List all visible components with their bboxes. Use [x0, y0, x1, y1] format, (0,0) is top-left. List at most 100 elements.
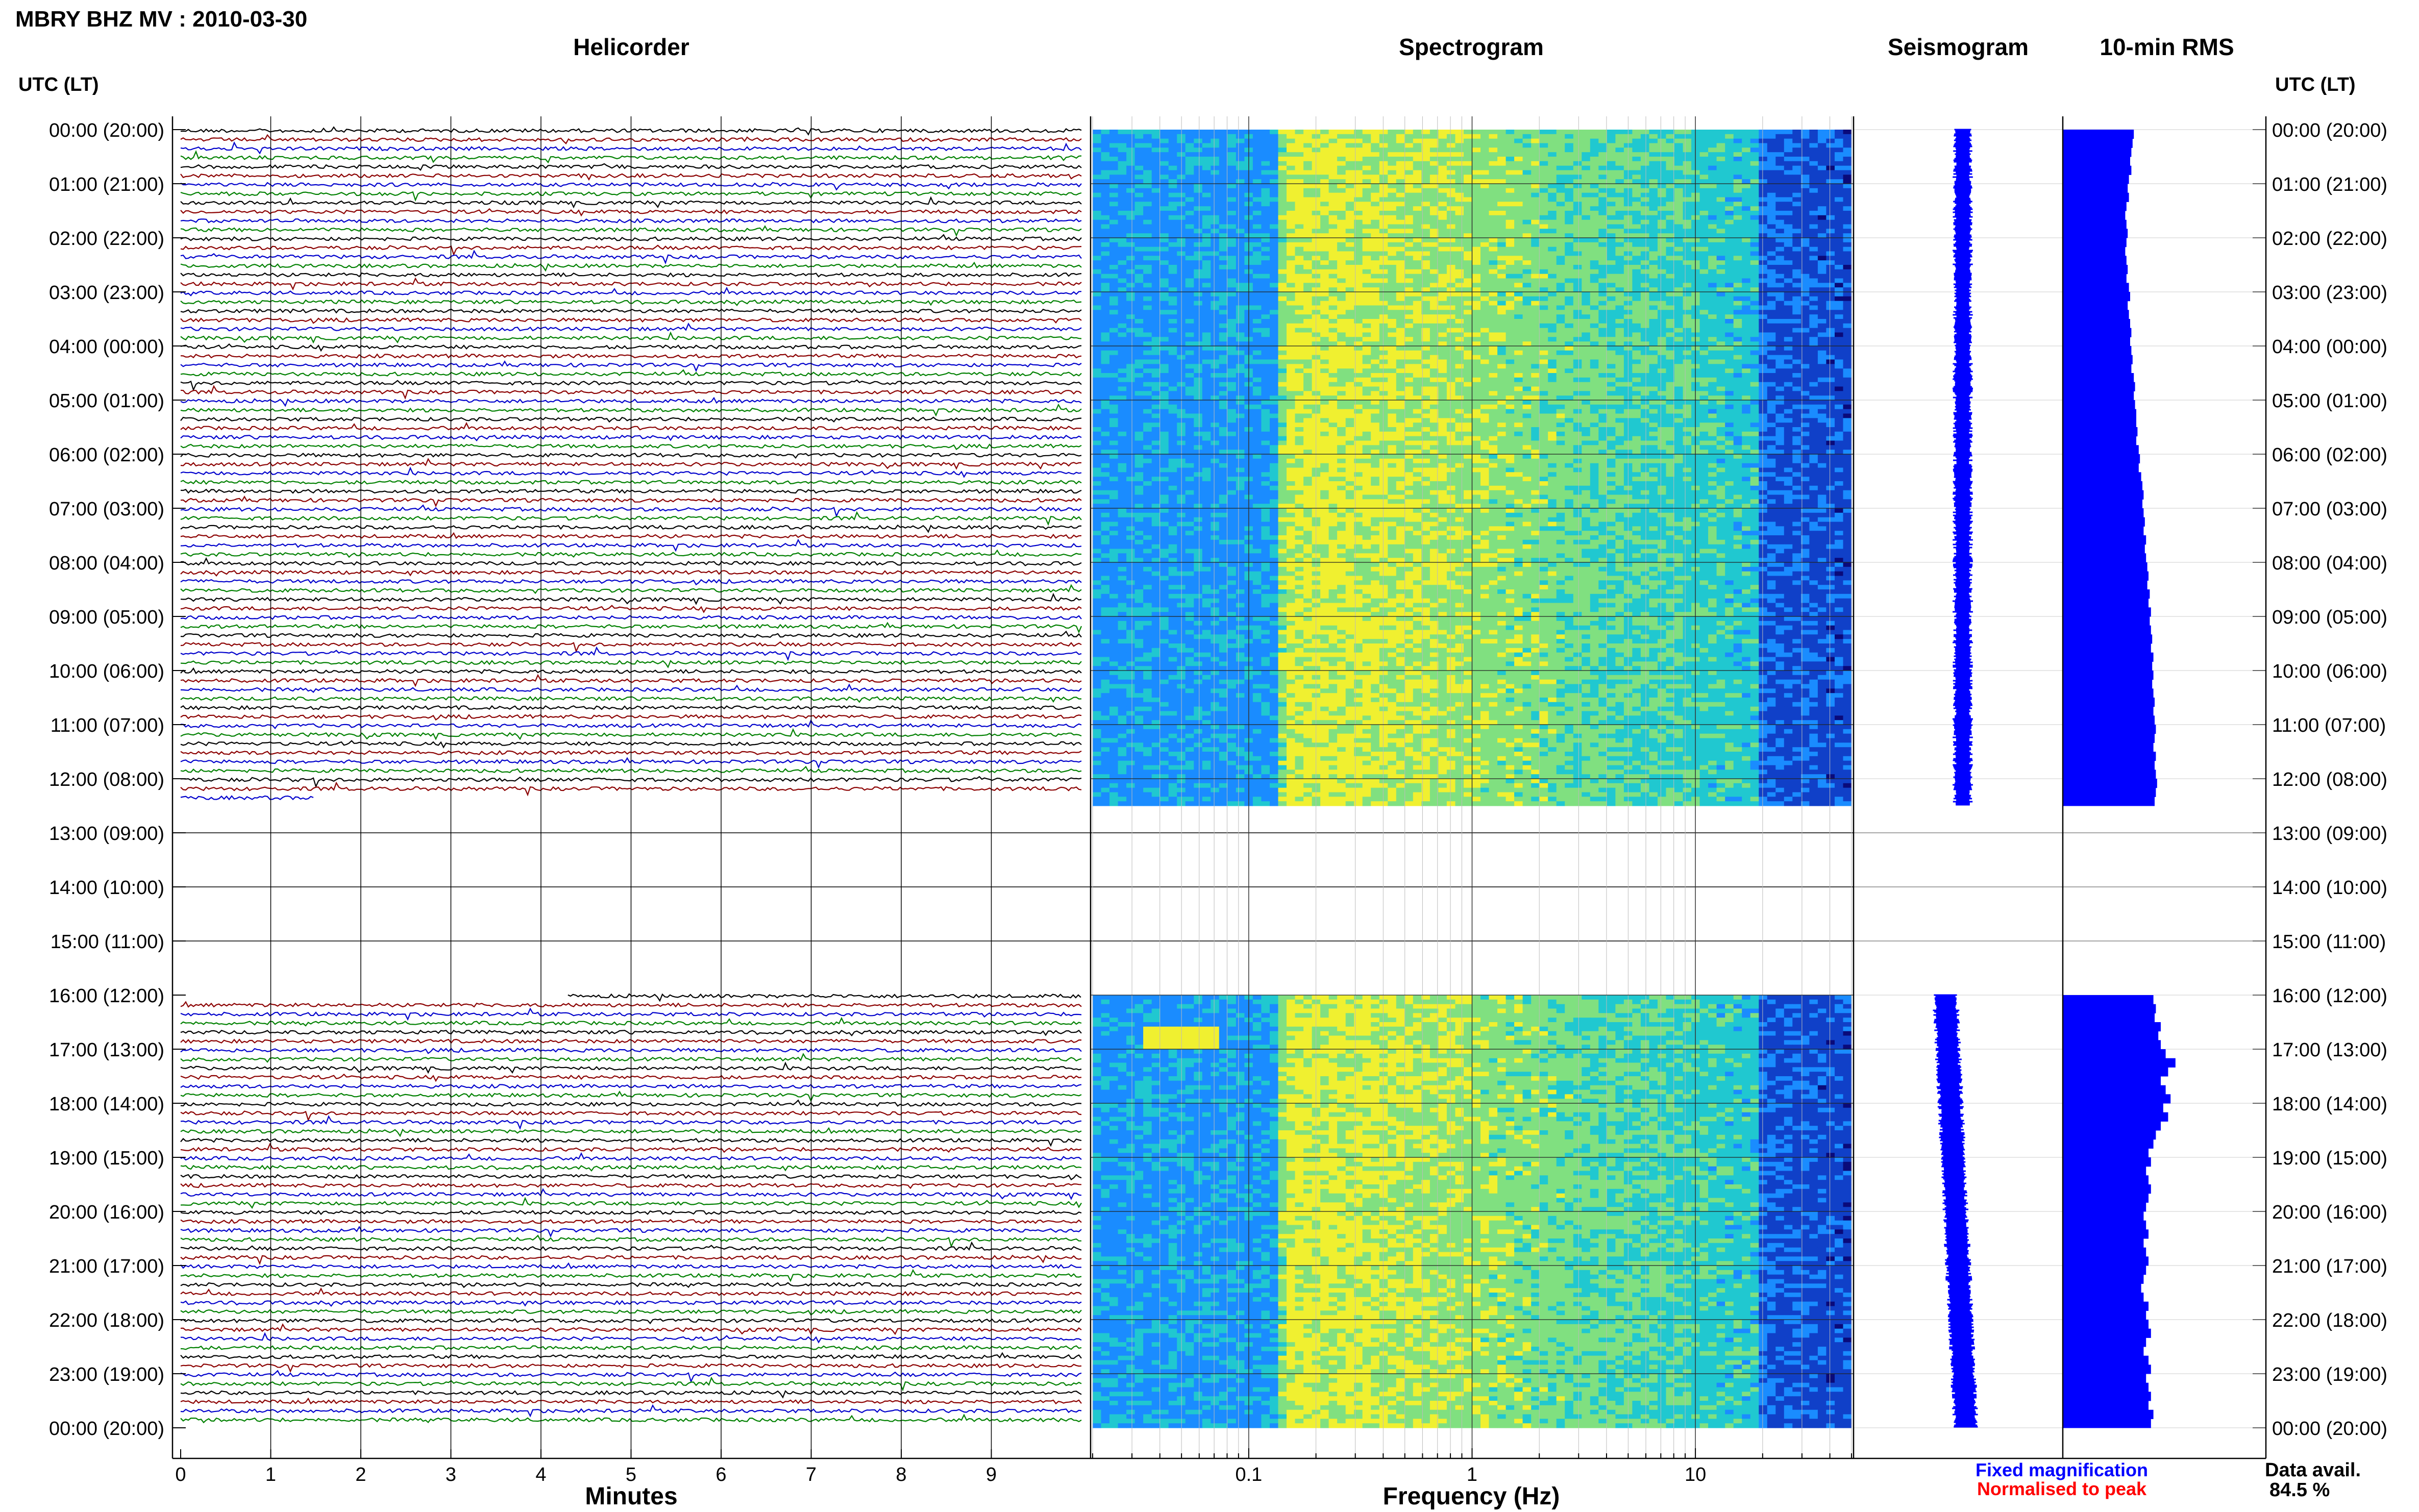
spectrogram-cell — [1539, 170, 1548, 175]
spectrogram-cell — [1742, 274, 1751, 279]
spectrogram-cell — [1118, 287, 1127, 292]
spectrogram-cell — [1328, 188, 1338, 193]
spectrogram-cell — [1236, 165, 1245, 171]
spectrogram-cell — [1615, 350, 1624, 356]
spectrogram-cell — [1531, 134, 1540, 139]
spectrogram-cell — [1194, 301, 1203, 306]
spectrogram-cell — [1716, 283, 1725, 288]
spectrogram-cell — [1345, 283, 1354, 288]
spectrogram-cell — [1674, 301, 1684, 306]
spectrogram-cell — [1388, 152, 1397, 157]
spectrogram-cell — [1404, 238, 1414, 243]
spectrogram-cell — [1607, 170, 1616, 175]
spectrogram-cell — [1565, 265, 1574, 270]
spectrogram-cell — [1219, 328, 1228, 333]
spectrogram-cell — [1185, 314, 1194, 319]
spectrogram-cell — [1607, 269, 1616, 275]
spectrogram-cell — [1674, 147, 1684, 153]
spectrogram-cell — [1843, 152, 1852, 157]
spectrogram-cell — [1792, 278, 1801, 283]
spectrogram-cell — [1590, 287, 1599, 292]
spectrogram-cell — [1320, 323, 1329, 329]
spectrogram-cell — [1455, 143, 1464, 148]
spectrogram-cell — [1750, 242, 1759, 247]
spectrogram-cell — [1708, 206, 1717, 211]
spectrogram-cell — [1598, 175, 1608, 180]
spectrogram-cell — [1750, 219, 1759, 225]
spectrogram-cell — [1607, 265, 1616, 270]
spectrogram-cell — [1118, 238, 1127, 243]
spectrogram-cell — [1548, 319, 1557, 324]
spectrogram-cell — [1421, 260, 1430, 265]
spectrogram-cell — [1270, 350, 1279, 356]
spectrogram-cell — [1522, 197, 1532, 202]
spectrogram-cell — [1843, 337, 1852, 342]
spectrogram-cell — [1379, 359, 1388, 364]
spectrogram-cell — [1514, 355, 1523, 360]
spectrogram-cell — [1345, 192, 1354, 198]
spectrogram-cell — [1640, 242, 1649, 247]
spectrogram-cell — [1126, 337, 1136, 342]
spectrogram-cell — [1261, 346, 1270, 351]
spectrogram-cell — [1328, 359, 1338, 364]
spectrogram-cell — [1320, 350, 1329, 356]
spectrogram-cell — [1683, 188, 1692, 193]
spectrogram-cell — [1649, 341, 1658, 346]
spectrogram-cell — [1674, 355, 1684, 360]
spectrogram-cell — [1573, 219, 1582, 225]
spectrogram-cell — [1446, 206, 1455, 211]
spectrogram-cell — [1649, 296, 1658, 302]
spectrogram-cell — [1573, 251, 1582, 256]
spectrogram-cell — [1270, 175, 1279, 180]
spectrogram-cell — [1784, 332, 1793, 337]
spectrogram-cell — [1126, 152, 1136, 157]
spectrogram-cell — [1632, 350, 1641, 356]
spectrogram-cell — [1800, 246, 1810, 252]
spectrogram-cell — [1446, 323, 1455, 329]
spectrogram-cell — [1320, 274, 1329, 279]
spectrogram-cell — [1590, 219, 1599, 225]
spectrogram-cell — [1615, 170, 1624, 175]
spectrogram-cell — [1674, 350, 1684, 356]
spectrogram-cell — [1640, 224, 1649, 229]
spectrogram-cell — [1362, 332, 1371, 337]
spectrogram-cell — [1429, 260, 1439, 265]
spectrogram-cell — [1219, 175, 1228, 180]
spectrogram-cell — [1767, 224, 1776, 229]
spectrogram-cell — [1472, 242, 1481, 247]
spectrogram-cell — [1211, 256, 1220, 261]
spectrogram-cell — [1464, 283, 1473, 288]
spectrogram-cell — [1666, 355, 1675, 360]
spectrogram-cell — [1843, 130, 1852, 135]
spectrogram-cell — [1539, 143, 1548, 148]
spectrogram-cell — [1531, 341, 1540, 346]
spectrogram-cell — [1143, 305, 1152, 310]
spectrogram-cell — [1320, 355, 1329, 360]
spectrogram-cell — [1767, 328, 1776, 333]
spectrogram-cell — [1666, 332, 1675, 337]
spectrogram-cell — [1674, 332, 1684, 337]
spectrogram-cell — [1143, 138, 1152, 144]
spectrogram-cell — [1109, 274, 1119, 279]
spectrogram-cell — [1514, 296, 1523, 302]
spectrogram-cell — [1742, 296, 1751, 302]
spectrogram-cell — [1843, 355, 1852, 360]
spectrogram-cell — [1211, 328, 1220, 333]
spectrogram-cell — [1784, 215, 1793, 220]
spectrogram-cell — [1759, 314, 1768, 319]
spectrogram-cell — [1320, 224, 1329, 229]
spectrogram-cell — [1202, 283, 1211, 288]
spectrogram-cell — [1742, 206, 1751, 211]
spectrogram-cell — [1202, 292, 1211, 297]
spectrogram-cell — [1118, 350, 1127, 356]
spectrogram-cell — [1649, 192, 1658, 198]
spectrogram-cell — [1312, 301, 1321, 306]
spectrogram-cell — [1278, 256, 1287, 261]
spectrogram-cell — [1362, 305, 1371, 310]
spectrogram-cell — [1261, 219, 1270, 225]
spectrogram-cell — [1421, 211, 1430, 216]
spectrogram-cell — [1556, 305, 1565, 310]
spectrogram-cell — [1835, 323, 1844, 329]
spectrogram-cell — [1826, 350, 1835, 356]
spectrogram-cell — [1455, 197, 1464, 202]
